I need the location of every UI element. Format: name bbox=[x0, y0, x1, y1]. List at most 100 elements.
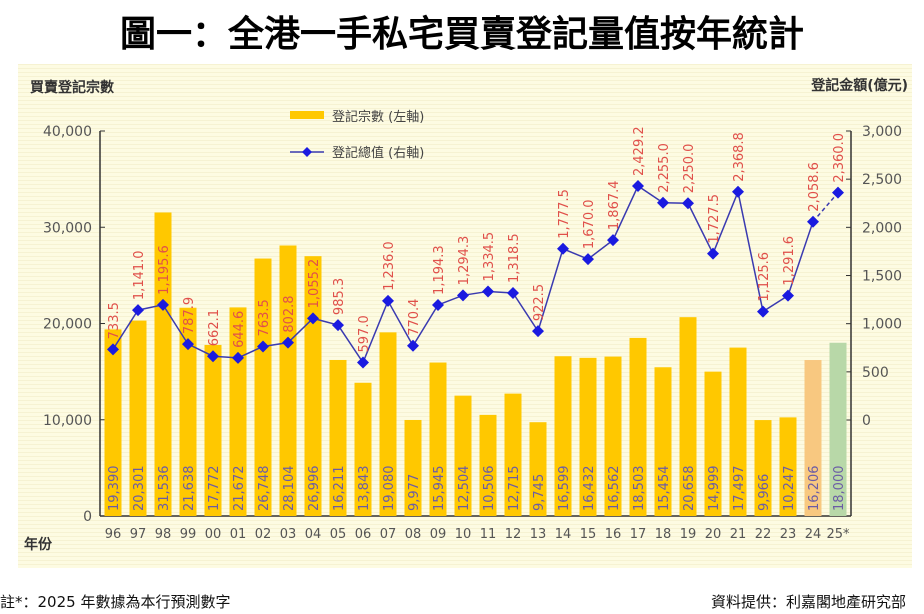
left-axis-title: 買賣登記宗數 bbox=[30, 79, 114, 96]
line-value-label: 1,291.6 bbox=[782, 236, 797, 286]
bar-value-label: 28,104 bbox=[282, 466, 297, 512]
value-marker-25* bbox=[832, 186, 844, 199]
line-value-label: 2,255.0 bbox=[657, 143, 672, 193]
bar-value-label: 26,748 bbox=[257, 466, 272, 512]
value-marker-19 bbox=[682, 197, 694, 210]
bar-17 bbox=[629, 337, 647, 516]
value-marker-05 bbox=[332, 319, 344, 332]
bar-value-label: 17,772 bbox=[207, 466, 222, 512]
x-tick-label: 96 bbox=[105, 527, 122, 542]
bar-10 bbox=[454, 395, 472, 516]
legend-bar-swatch bbox=[290, 111, 324, 119]
value-marker-17 bbox=[632, 179, 644, 192]
bar-05 bbox=[329, 359, 347, 516]
bar-08 bbox=[404, 419, 422, 516]
line-value-label: 1,670.0 bbox=[582, 199, 597, 249]
x-tick-label: 11 bbox=[480, 527, 497, 542]
line-value-label: 1,195.6 bbox=[157, 245, 172, 295]
x-tick-label: 04 bbox=[305, 527, 322, 542]
x-tick-label: 98 bbox=[155, 527, 172, 542]
line-value-label: 2,250.0 bbox=[682, 144, 697, 194]
legend-line-marker bbox=[302, 147, 312, 157]
bar-12 bbox=[504, 393, 522, 516]
value-line-forecast bbox=[812, 192, 839, 223]
bar-99 bbox=[179, 307, 197, 516]
value-marker-04 bbox=[307, 312, 319, 325]
bar-21 bbox=[729, 347, 747, 516]
right-tick-label: 0 bbox=[862, 413, 871, 429]
left-tick-label: 20,000 bbox=[43, 317, 92, 333]
x-tick-label: 97 bbox=[130, 527, 147, 542]
x-tick-label: 23 bbox=[780, 527, 797, 542]
line-value-label: 597.0 bbox=[357, 315, 372, 352]
x-tick-label: 21 bbox=[730, 527, 747, 542]
bar-value-label: 26,996 bbox=[307, 466, 322, 512]
bar-14 bbox=[554, 356, 572, 516]
left-tick-label: 10,000 bbox=[43, 413, 92, 429]
line-value-label: 802.8 bbox=[282, 295, 297, 332]
x-tick-label: 12 bbox=[505, 527, 522, 542]
bar-06 bbox=[354, 382, 372, 516]
bar-13 bbox=[529, 422, 547, 516]
bar-value-label: 16,599 bbox=[557, 466, 572, 512]
bar-97 bbox=[129, 320, 147, 516]
bar-value-label: 14,999 bbox=[707, 466, 722, 512]
value-marker-06 bbox=[357, 356, 369, 369]
value-marker-02 bbox=[257, 340, 269, 353]
right-tick-label: 1,500 bbox=[862, 269, 902, 285]
bar-value-label: 10,506 bbox=[482, 466, 497, 512]
value-marker-98 bbox=[157, 298, 169, 311]
line-value-label: 787.9 bbox=[182, 297, 197, 334]
bar-00 bbox=[204, 344, 222, 516]
line-value-label: 662.1 bbox=[207, 309, 222, 346]
bar-22 bbox=[754, 420, 772, 516]
bar-value-label: 16,432 bbox=[582, 466, 597, 512]
bar-15 bbox=[579, 357, 597, 516]
bar-value-label: 18,000 bbox=[832, 466, 847, 512]
bar-value-label: 16,211 bbox=[332, 466, 347, 512]
x-tick-label: 00 bbox=[205, 527, 222, 542]
value-marker-08 bbox=[407, 339, 419, 352]
bar-value-label: 21,638 bbox=[182, 466, 197, 512]
value-marker-21 bbox=[732, 185, 744, 198]
value-marker-07 bbox=[382, 294, 394, 307]
value-marker-96 bbox=[107, 343, 119, 356]
right-tick-label: 500 bbox=[862, 365, 889, 381]
line-value-label: 1,777.5 bbox=[557, 189, 572, 239]
bar-value-label: 19,080 bbox=[382, 466, 397, 512]
x-tick-label: 08 bbox=[405, 527, 422, 542]
x-axis-title: 年份 bbox=[24, 536, 53, 553]
x-tick-label: 01 bbox=[230, 527, 247, 542]
bar-11 bbox=[479, 414, 497, 516]
legend: 登記宗數 (左軸) 登記總值 (右軸) bbox=[290, 109, 424, 161]
value-marker-18 bbox=[657, 196, 669, 209]
legend-line-label: 登記總值 (右軸) bbox=[332, 145, 424, 161]
bar-07 bbox=[379, 332, 397, 516]
bar-value-label: 21,672 bbox=[232, 466, 247, 512]
x-tick-label: 03 bbox=[280, 527, 297, 542]
bar-value-label: 17,497 bbox=[732, 466, 747, 512]
value-marker-01 bbox=[232, 351, 244, 364]
x-tick-label: 13 bbox=[530, 527, 547, 542]
line-value-label: 1,125.6 bbox=[757, 252, 772, 302]
value-marker-10 bbox=[457, 289, 469, 302]
bar-98 bbox=[154, 212, 172, 516]
x-tick-label: 10 bbox=[455, 527, 472, 542]
x-tick-label: 16 bbox=[605, 527, 622, 542]
x-tick-label: 22 bbox=[755, 527, 772, 542]
right-tick-label: 2,500 bbox=[862, 172, 902, 188]
line-value-label: 2,058.6 bbox=[807, 162, 822, 212]
x-tick-label: 07 bbox=[380, 527, 397, 542]
value-marker-12 bbox=[507, 286, 519, 299]
bar-03 bbox=[279, 245, 297, 516]
line-value-label: 1,236.0 bbox=[382, 241, 397, 291]
x-tick-label: 05 bbox=[330, 527, 347, 542]
line-value-label: 1,867.4 bbox=[607, 180, 622, 230]
value-marker-09 bbox=[432, 298, 444, 311]
line-value-label: 770.4 bbox=[407, 299, 422, 336]
left-tick-label: 40,000 bbox=[43, 124, 92, 140]
bar-value-label: 12,504 bbox=[457, 466, 472, 512]
bar-value-label: 10,247 bbox=[782, 466, 797, 512]
line-value-label: 1,727.5 bbox=[707, 194, 722, 244]
